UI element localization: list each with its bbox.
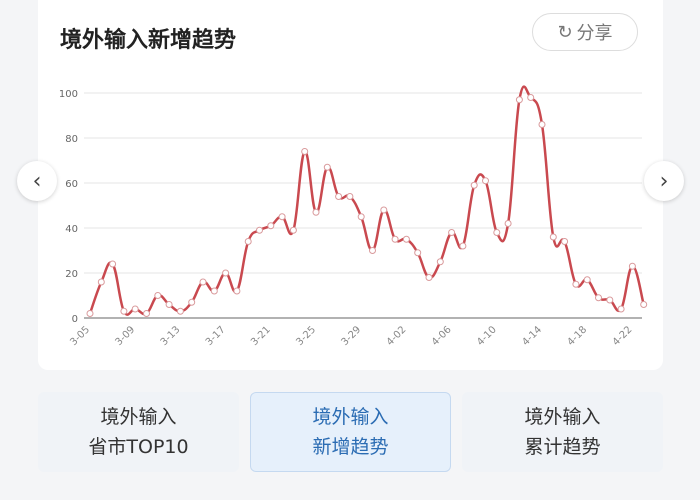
data-point [256, 226, 263, 234]
data-point [628, 262, 636, 270]
x-tick-label: 4-14 [520, 324, 544, 348]
data-point [402, 235, 410, 243]
data-point [86, 310, 94, 317]
data-point [222, 269, 230, 277]
data-point [97, 278, 105, 286]
tab-label: 境外输入 [312, 406, 389, 428]
page-title: 境外输入新增趋势 [60, 28, 237, 53]
data-point [538, 121, 546, 128]
x-tick-label: 4-06 [430, 324, 454, 348]
data-point [561, 238, 569, 245]
tab-cumulative-trend[interactable]: 境外输入 累计趋势 [462, 392, 663, 472]
data-point [493, 229, 501, 236]
tab-label: 累计趋势 [524, 436, 601, 458]
series-line [88, 85, 645, 316]
y-tick-label: 80 [65, 134, 78, 145]
data-point [109, 260, 117, 268]
tab-province-top10[interactable]: 境外输入 省市TOP10 [38, 392, 239, 472]
data-point [640, 301, 648, 308]
y-tick-label: 20 [65, 269, 78, 280]
data-point [425, 274, 433, 281]
data-point [199, 278, 207, 286]
data-point [414, 249, 422, 257]
data-point [527, 94, 535, 101]
next-button[interactable]: › [644, 161, 684, 201]
share-button[interactable]: ↻ 分享 [532, 13, 638, 51]
data-point [459, 242, 467, 250]
data-point [448, 229, 456, 236]
x-tick-label: 3-13 [159, 324, 183, 348]
data-point [380, 206, 388, 214]
data-point [391, 235, 399, 243]
line-chart: 0 20 40 60 80 100 3-05 3-09 3-13 3-17 3-21 3-25 3-29… [59, 85, 648, 348]
tab-label: 境外输入 [100, 406, 177, 428]
data-point [346, 193, 354, 200]
data-point [312, 208, 320, 216]
data-point [154, 292, 162, 299]
data-point [289, 226, 297, 234]
data-point [357, 213, 365, 221]
y-tick-label: 100 [59, 89, 78, 100]
data-point [549, 233, 557, 241]
data-point [515, 96, 523, 104]
tab-label: 新增趋势 [312, 436, 389, 458]
data-point [210, 287, 218, 295]
chart-card [38, 0, 663, 370]
data-point [369, 247, 376, 254]
prev-button[interactable]: ‹ [17, 161, 57, 201]
x-tick-label: 4-22 [611, 324, 635, 348]
data-point [244, 238, 252, 245]
tab-label: 境外输入 [524, 406, 601, 428]
data-point [572, 280, 580, 288]
data-point [617, 305, 625, 313]
data-point [436, 258, 444, 266]
share-arrow-icon: ↻ [557, 21, 573, 43]
data-point [267, 222, 275, 230]
data-point [335, 193, 343, 200]
chevron-right-icon: › [659, 168, 669, 194]
x-tick-label: 3-05 [68, 324, 92, 348]
y-tick-label: 40 [65, 224, 78, 235]
data-point [301, 148, 309, 155]
x-tick-label: 3-29 [339, 324, 363, 348]
data-point [143, 310, 150, 317]
data-point [188, 298, 196, 306]
data-point [504, 220, 512, 227]
data-point [595, 294, 602, 302]
data-point [470, 181, 478, 189]
x-tick-label: 3-09 [113, 324, 137, 348]
data-point [583, 276, 591, 284]
x-tick-label: 4-18 [565, 324, 589, 348]
chevron-left-icon: ‹ [32, 168, 42, 194]
tab-label: 省市TOP10 [88, 436, 189, 458]
y-tick-label: 60 [65, 179, 78, 190]
x-tick-label: 3-25 [294, 324, 318, 348]
share-label: 分享 [576, 23, 613, 44]
data-point [482, 177, 489, 185]
x-tick-label: 4-10 [475, 324, 499, 348]
x-tick-label: 3-21 [249, 324, 273, 348]
data-point [165, 301, 173, 308]
data-point [278, 213, 286, 221]
data-point [323, 163, 331, 171]
data-point [606, 296, 614, 304]
data-point [176, 307, 184, 315]
data-point [233, 287, 241, 295]
data-point [120, 307, 128, 315]
data-point [131, 305, 139, 313]
x-tick-label: 4-02 [385, 324, 409, 348]
y-tick-label: 0 [72, 314, 78, 325]
x-tick-label: 3-17 [204, 324, 228, 348]
tab-new-trend[interactable]: 境外输入 新增趋势 [250, 392, 451, 472]
